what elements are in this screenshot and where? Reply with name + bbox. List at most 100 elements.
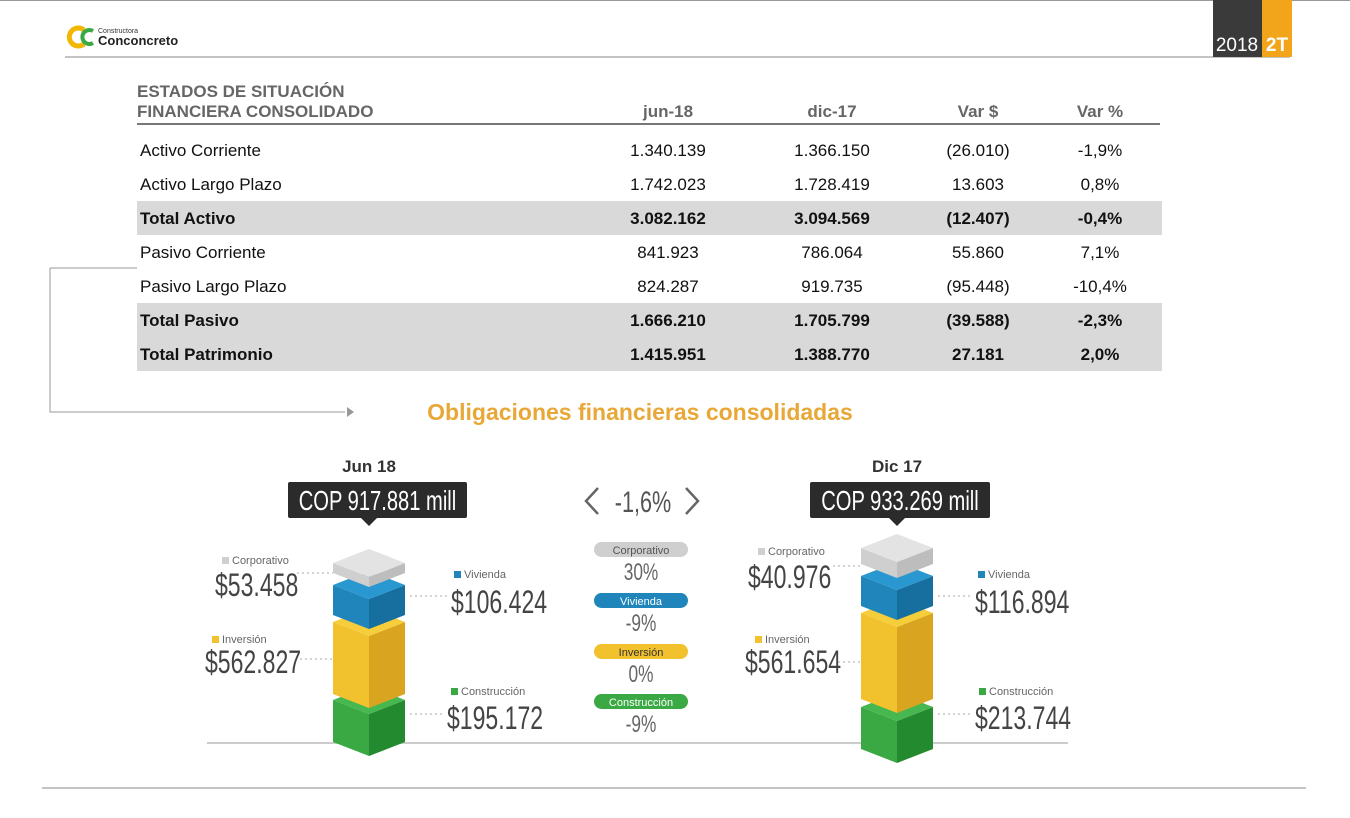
- segment-value: $40.976: [748, 559, 831, 595]
- cube-face: [369, 563, 405, 587]
- cell-value: 1.340.139: [630, 141, 706, 160]
- segment-name: Corporativo: [768, 546, 825, 558]
- cell-value: 0,8%: [1081, 175, 1120, 194]
- cell-value: -1,9%: [1078, 141, 1122, 160]
- cube-face: [369, 622, 405, 708]
- segment-change: -9%: [626, 711, 657, 737]
- cell-value: 1.415.951: [630, 345, 706, 364]
- column-header: Var $: [958, 102, 999, 121]
- cell-value: 1.666.210: [630, 311, 706, 330]
- logo-mark: [66, 25, 86, 49]
- cube-face: [861, 707, 897, 763]
- year: 2018: [1216, 35, 1258, 56]
- logo-name: Conconcreto: [98, 33, 178, 48]
- period-label: Dic 17: [872, 457, 922, 476]
- cube-face: [369, 585, 405, 629]
- row-label: Activo Largo Plazo: [140, 175, 282, 194]
- row-label: Total Activo: [140, 209, 235, 228]
- legend-square: [978, 571, 985, 578]
- segment-pill: [594, 644, 688, 659]
- legend-square: [979, 688, 986, 695]
- total-change: -1,6%: [615, 484, 671, 518]
- column-header: jun-18: [642, 102, 693, 121]
- cube-face: [897, 576, 933, 620]
- cube-face: [897, 548, 933, 578]
- segment-change: 30%: [624, 559, 659, 585]
- quarter-box: [1262, 0, 1292, 57]
- segment-value: $561.654: [745, 644, 841, 680]
- segment-value: $53.458: [215, 567, 298, 603]
- cell-value: 1.388.770: [794, 345, 870, 364]
- segment-value: $106.424: [451, 584, 547, 620]
- segment-value: $213.744: [975, 700, 1071, 736]
- pill-name: Vivienda: [620, 596, 663, 608]
- legend-square: [451, 688, 458, 695]
- cell-value: 3.082.162: [630, 209, 706, 228]
- cell-value: (39.588): [946, 311, 1009, 330]
- cell-value: 3.094.569: [794, 209, 870, 228]
- cube-face: [333, 700, 369, 756]
- total-callout: [288, 482, 467, 518]
- cube-face: [333, 563, 369, 587]
- period-total: COP 933.269 mill: [821, 486, 978, 517]
- row-label: Activo Corriente: [140, 141, 261, 160]
- connector: [49, 268, 345, 413]
- connector-arrow: [347, 407, 354, 417]
- section-title: Obligaciones financieras consolidadas: [427, 399, 853, 425]
- cell-value: 1.728.419: [794, 175, 870, 194]
- legend-square: [454, 571, 461, 578]
- cell-value: (95.448): [946, 277, 1009, 296]
- cell-value: 841.923: [637, 243, 698, 262]
- cell-value: -2,3%: [1078, 311, 1122, 330]
- row-label: Total Patrimonio: [140, 345, 273, 364]
- segment-change: -9%: [626, 610, 657, 636]
- logo-mark: [80, 28, 95, 46]
- column-header: dic-17: [807, 102, 856, 121]
- segment-pill: [594, 542, 688, 557]
- cube-face: [369, 700, 405, 756]
- cube-top: [333, 549, 405, 577]
- table-title: ESTADOS DE SITUACIÓN: [137, 82, 344, 101]
- total-row-bg: [137, 303, 1162, 337]
- cell-value: 1.742.023: [630, 175, 706, 194]
- period-total: COP 917.881 mill: [299, 486, 456, 517]
- cube-face: [861, 548, 897, 578]
- cell-value: 786.064: [801, 243, 862, 262]
- segment-pill: [594, 593, 688, 608]
- segment-name: Inversión: [765, 634, 810, 646]
- row-label: Pasivo Corriente: [140, 243, 266, 262]
- total-row-bg: [137, 337, 1162, 371]
- legend-square: [212, 636, 219, 643]
- cell-value: 824.287: [637, 277, 698, 296]
- cell-value: -10,4%: [1073, 277, 1127, 296]
- cube-face: [333, 585, 369, 629]
- segment-name: Construcción: [989, 686, 1053, 698]
- row-label: Total Pasivo: [140, 311, 239, 330]
- pill-name: Construcción: [609, 697, 673, 709]
- cell-value: 919.735: [801, 277, 862, 296]
- total-callout: [810, 482, 990, 518]
- segment-value: $116.894: [975, 584, 1069, 620]
- cell-value: 7,1%: [1081, 243, 1120, 262]
- cell-value: 13.603: [952, 175, 1004, 194]
- cube-face: [861, 613, 897, 713]
- cube-face: [333, 622, 369, 708]
- pill-name: Corporativo: [613, 545, 670, 557]
- segment-name: Vivienda: [464, 569, 507, 581]
- period-label: Jun 18: [342, 457, 396, 476]
- legend-square: [222, 557, 229, 564]
- pill-name: Inversión: [619, 647, 664, 659]
- cell-value: (12.407): [946, 209, 1009, 228]
- callout-pointer: [361, 518, 377, 526]
- table-title: FINANCIERA CONSOLIDADO: [137, 102, 373, 121]
- cube-top: [861, 534, 933, 562]
- cell-value: (26.010): [946, 141, 1009, 160]
- segment-change: 0%: [629, 661, 654, 687]
- segment-name: Inversión: [222, 634, 267, 646]
- year-box: [1213, 0, 1262, 57]
- segment-pill: [594, 694, 688, 709]
- cube-face: [897, 613, 933, 713]
- callout-pointer: [889, 518, 905, 526]
- segment-name: Corporativo: [232, 555, 289, 567]
